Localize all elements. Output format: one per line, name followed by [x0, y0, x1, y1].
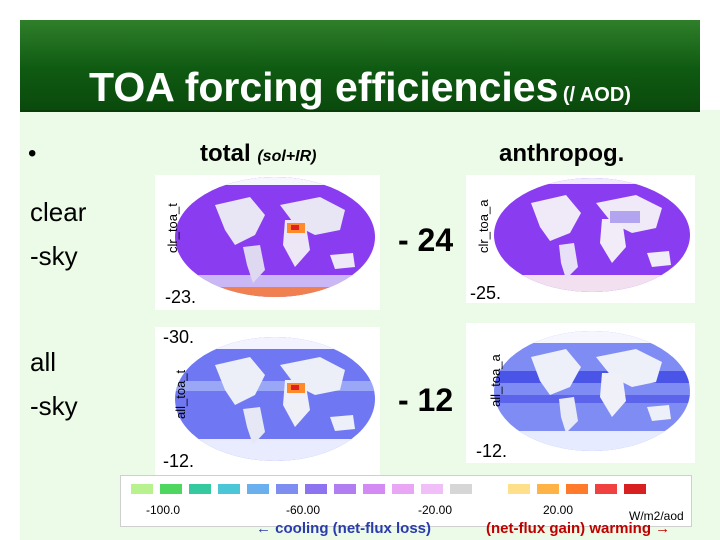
- colorbar-tick: -100.0: [146, 503, 181, 517]
- globe-map-image: [494, 178, 690, 292]
- colorbar-swatch: [508, 484, 530, 494]
- colorbar-swatch: [276, 484, 298, 494]
- bullet: •: [28, 140, 37, 167]
- title-sub: (/ AOD): [562, 84, 631, 106]
- panel-value: -12.: [476, 441, 508, 461]
- panel-value: -23.: [165, 287, 197, 307]
- colorbar-swatch: [537, 484, 559, 494]
- map-clear-sky-anthropogenic: clr_toa_a -25.: [466, 175, 695, 303]
- panel-top-value: -30.: [163, 327, 195, 347]
- summary-all-sky: - 12: [398, 382, 454, 418]
- colorbar-swatch: [421, 484, 443, 494]
- colorbar-swatch: [218, 484, 240, 494]
- title-main: TOA forcing efficiencies: [89, 64, 559, 110]
- colorbar-swatch: [595, 484, 617, 494]
- row-label-line1: all: [30, 347, 57, 377]
- panel-label: clr_toa_t: [165, 203, 180, 253]
- colorbar-swatch: [247, 484, 269, 494]
- map-all-sky-anthropogenic: all_toa_a -12.: [466, 323, 695, 463]
- row-label-line1: clear: [30, 197, 87, 227]
- summary-clear-sky: - 24: [398, 222, 454, 258]
- footer-cooling: ← cooling (net-flux loss): [256, 520, 431, 537]
- map-clear-sky-total: clr_toa_t -23.: [155, 175, 380, 310]
- panel-label: clr_toa_a: [476, 199, 491, 253]
- globe-map-image: [175, 337, 375, 461]
- colorbar-legend: -100.0 -60.00 -20.00 20.00 W/m2/aod: [120, 475, 692, 527]
- row-label-line2: -sky: [30, 391, 78, 421]
- globe-map-image: [175, 177, 375, 297]
- colorbar-tick: 20.00: [543, 503, 574, 517]
- globe-map-image: [494, 331, 690, 451]
- colorbar-swatch: [450, 484, 472, 494]
- colorbar-swatch: [334, 484, 356, 494]
- colorbar-swatch: [131, 484, 153, 494]
- colorbar-swatch: [363, 484, 385, 494]
- colorbar-swatch: [624, 484, 646, 494]
- colorbar-swatch: [305, 484, 327, 494]
- panel-label: all_toa_t: [173, 369, 188, 419]
- map-all-sky-total: -30. all_toa_t -12.: [155, 327, 380, 475]
- header-anthropogenic: anthropog.: [499, 140, 625, 167]
- colorbar-tick: -60.00: [286, 503, 321, 517]
- slide-title: TOA forcing efficiencies (/ AOD): [20, 64, 700, 111]
- header-total-label: total: [200, 140, 251, 167]
- title-banner: TOA forcing efficiencies (/ AOD): [20, 20, 700, 110]
- panel-value: -25.: [470, 283, 502, 303]
- colorbar-swatch: [189, 484, 211, 494]
- header-total-sub: (sol+IR): [257, 148, 317, 165]
- colorbar-swatch: [160, 484, 182, 494]
- panel-value: -12.: [163, 451, 195, 471]
- header-total: total (sol+IR): [200, 140, 316, 168]
- colorbar-swatch: [392, 484, 414, 494]
- row-label-all-sky: all -sky: [30, 340, 78, 428]
- footer-warming: (net-flux gain) warming →: [486, 520, 671, 537]
- row-label-clear-sky: clear -sky: [30, 190, 86, 278]
- panel-label: all_toa_a: [488, 354, 503, 407]
- colorbar-unit: W/m2/aod: [629, 509, 684, 523]
- row-label-line2: -sky: [30, 241, 78, 271]
- colorbar-tick: -20.00: [418, 503, 453, 517]
- colorbar-swatch: [479, 484, 501, 494]
- colorbar-swatch: [566, 484, 588, 494]
